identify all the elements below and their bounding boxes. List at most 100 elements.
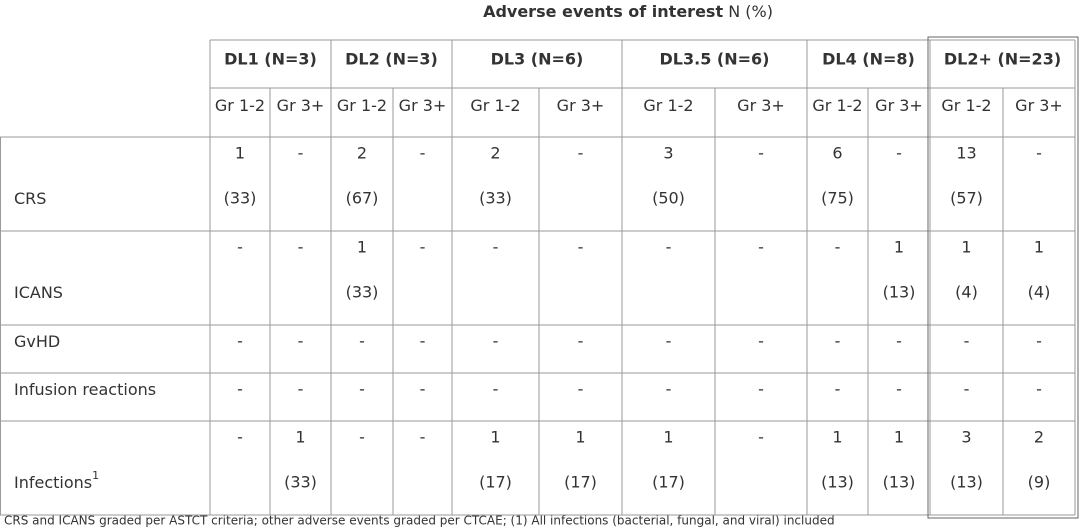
cell-count: -: [237, 428, 243, 447]
cell-count: -: [666, 332, 672, 351]
cell-percent: (33): [346, 283, 379, 302]
title-bold: Adverse events of interest: [483, 2, 723, 21]
cell-count: -: [493, 380, 499, 399]
cell-count: 1: [663, 428, 673, 447]
cell-count: -: [420, 144, 426, 163]
sub-header: Gr 1-2: [643, 96, 693, 115]
sub-header: Gr 1-2: [215, 96, 265, 115]
cell-count: 1: [894, 238, 904, 257]
cell-count: 3: [663, 144, 673, 163]
cell-count: 2: [1034, 428, 1044, 447]
sub-header: Gr 1-2: [812, 96, 862, 115]
cell-count: 2: [357, 144, 367, 163]
cell-count: 1: [832, 428, 842, 447]
cell-count: -: [666, 380, 672, 399]
cell-percent: (9): [1028, 473, 1051, 492]
cell-count: -: [758, 332, 764, 351]
cell-percent: (50): [652, 189, 685, 208]
cell-count: 1: [490, 428, 500, 447]
cell-percent: (13): [821, 473, 854, 492]
sub-header: Gr 3+: [737, 96, 785, 115]
group-header: DL4 (N=8): [822, 50, 915, 69]
row-label-text: ICANS: [14, 283, 63, 302]
cell-count: -: [758, 238, 764, 257]
cell-count: -: [1036, 332, 1042, 351]
footnote: CRS and ICANS graded per ASTCT criteria;…: [4, 514, 835, 528]
cell-percent: (17): [652, 473, 685, 492]
cell-count: 6: [832, 144, 842, 163]
cell-count: -: [666, 238, 672, 257]
cell-percent: (13): [883, 283, 916, 302]
group-header: DL2 (N=3): [345, 50, 438, 69]
cell-count: -: [359, 380, 365, 399]
cell-percent: (17): [564, 473, 597, 492]
cell-count: -: [1036, 380, 1042, 399]
cell-count: 3: [961, 428, 971, 447]
row-label: Infections1: [14, 469, 99, 492]
cell-count: -: [237, 332, 243, 351]
cell-count: -: [237, 238, 243, 257]
cell-percent: (33): [284, 473, 317, 492]
cell-count: -: [298, 238, 304, 257]
cell-percent: (33): [479, 189, 512, 208]
cell-count: -: [420, 380, 426, 399]
cell-percent: (4): [1028, 283, 1051, 302]
cell-count: -: [420, 238, 426, 257]
row-label: ICANS: [14, 283, 63, 302]
cell-percent: (57): [950, 189, 983, 208]
sub-header: Gr 1-2: [470, 96, 520, 115]
group-header: DL2+ (N=23): [944, 50, 1061, 69]
cell-percent: (13): [950, 473, 983, 492]
cell-count: -: [835, 332, 841, 351]
cell-count: -: [298, 332, 304, 351]
sub-header: Gr 3+: [277, 96, 325, 115]
cell-count: -: [359, 428, 365, 447]
cell-count: 1: [235, 144, 245, 163]
group-header: DL3.5 (N=6): [660, 50, 770, 69]
sub-header: Gr 3+: [875, 96, 923, 115]
cell-percent: (13): [883, 473, 916, 492]
table-title: Adverse events of interest N (%): [483, 2, 773, 21]
cell-percent: (4): [955, 283, 978, 302]
cell-count: -: [420, 332, 426, 351]
cell-count: -: [835, 238, 841, 257]
row-label: Infusion reactions: [14, 380, 156, 399]
cell-count: -: [896, 144, 902, 163]
cell-percent: (17): [479, 473, 512, 492]
cell-count: 1: [961, 238, 971, 257]
cell-count: 13: [956, 144, 976, 163]
cell-percent: (33): [224, 189, 257, 208]
title-unit: N (%): [728, 2, 773, 21]
sub-header: Gr 3+: [399, 96, 447, 115]
cell-count: 1: [1034, 238, 1044, 257]
row-label-text: Infections: [14, 473, 92, 492]
sub-header: Gr 3+: [557, 96, 605, 115]
cell-count: -: [1036, 144, 1042, 163]
highlight-box: [927, 36, 1079, 519]
cell-count: -: [758, 144, 764, 163]
cell-count: -: [896, 332, 902, 351]
row-label-text: CRS: [14, 189, 46, 208]
sub-header: Gr 1-2: [941, 96, 991, 115]
cell-count: -: [758, 428, 764, 447]
group-header: DL1 (N=3): [224, 50, 317, 69]
cell-count: -: [359, 332, 365, 351]
row-label: GvHD: [14, 332, 60, 351]
cell-count: -: [493, 332, 499, 351]
cell-count: -: [420, 428, 426, 447]
row-label: CRS: [14, 189, 46, 208]
cell-count: -: [237, 380, 243, 399]
footnote-mark: 1: [92, 469, 99, 482]
cell-count: -: [578, 332, 584, 351]
group-header: DL3 (N=6): [491, 50, 584, 69]
cell-count: -: [298, 144, 304, 163]
cell-count: 1: [357, 238, 367, 257]
cell-count: -: [578, 238, 584, 257]
cell-count: -: [758, 380, 764, 399]
cell-count: 1: [575, 428, 585, 447]
cell-count: -: [298, 380, 304, 399]
sub-header: Gr 3+: [1015, 96, 1063, 115]
row-label-text: Infusion reactions: [14, 380, 156, 399]
cell-count: -: [578, 380, 584, 399]
